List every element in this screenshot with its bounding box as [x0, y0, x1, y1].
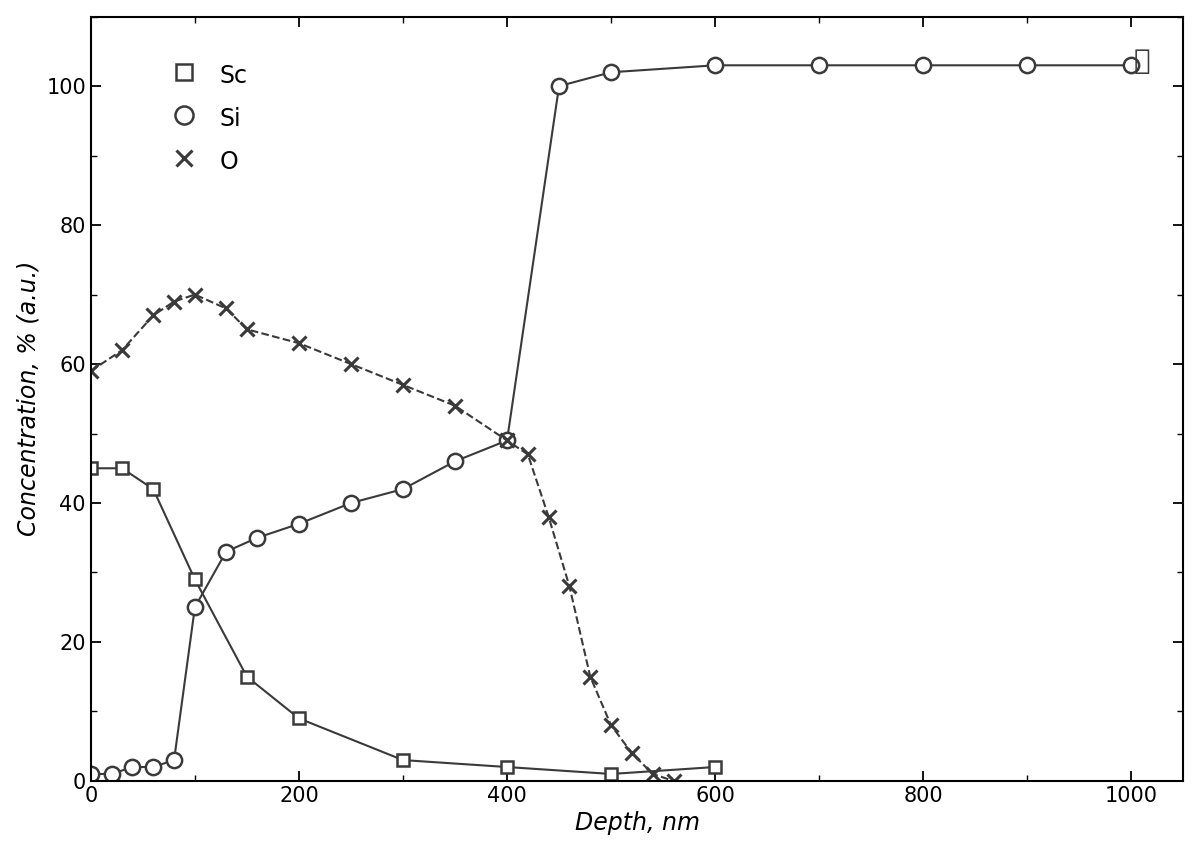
- Si: [500, 435, 515, 446]
- Legend: Sc, Si, O: Sc, Si, O: [163, 51, 257, 185]
- Si: [916, 60, 930, 71]
- O: [604, 720, 618, 730]
- Sc: [84, 463, 98, 474]
- Sc: [146, 484, 161, 494]
- Sc: [500, 762, 515, 772]
- O: [541, 512, 556, 522]
- O: [448, 400, 462, 411]
- Line: Sc: Sc: [84, 462, 721, 780]
- Sc: [708, 762, 722, 772]
- Si: [84, 769, 98, 779]
- O: [187, 290, 202, 300]
- Si: [125, 762, 139, 772]
- O: [625, 748, 640, 758]
- O: [563, 581, 577, 591]
- Si: [1124, 60, 1139, 71]
- O: [646, 769, 660, 779]
- O: [583, 671, 598, 682]
- Si: [218, 546, 233, 556]
- Sc: [292, 713, 306, 723]
- Si: [250, 532, 264, 543]
- Sc: [187, 574, 202, 584]
- Text: 䌚: 䌚: [1134, 47, 1151, 75]
- O: [167, 296, 181, 307]
- Si: [1020, 60, 1034, 71]
- Si: [104, 769, 119, 779]
- Si: [708, 60, 722, 71]
- X-axis label: Depth, nm: Depth, nm: [575, 811, 700, 835]
- Sc: [604, 769, 618, 779]
- Si: [604, 67, 618, 78]
- O: [521, 449, 535, 459]
- Si: [448, 456, 462, 466]
- Sc: [115, 463, 130, 474]
- Si: [552, 81, 566, 91]
- O: [115, 345, 130, 355]
- Si: [146, 762, 161, 772]
- Si: [343, 498, 358, 508]
- O: [500, 435, 515, 446]
- Y-axis label: Concentration, % (a.u.): Concentration, % (a.u.): [17, 261, 41, 537]
- Sc: [396, 755, 410, 765]
- O: [84, 366, 98, 376]
- O: [666, 776, 680, 786]
- O: [396, 380, 410, 390]
- O: [146, 310, 161, 320]
- Si: [187, 602, 202, 613]
- Sc: [240, 671, 254, 682]
- Si: [396, 484, 410, 494]
- O: [292, 338, 306, 348]
- Si: [812, 60, 827, 71]
- O: [240, 325, 254, 335]
- Si: [292, 519, 306, 529]
- Si: [167, 755, 181, 765]
- O: [218, 303, 233, 314]
- Line: Si: Si: [83, 58, 1139, 781]
- Line: O: O: [84, 288, 680, 788]
- O: [343, 359, 358, 369]
